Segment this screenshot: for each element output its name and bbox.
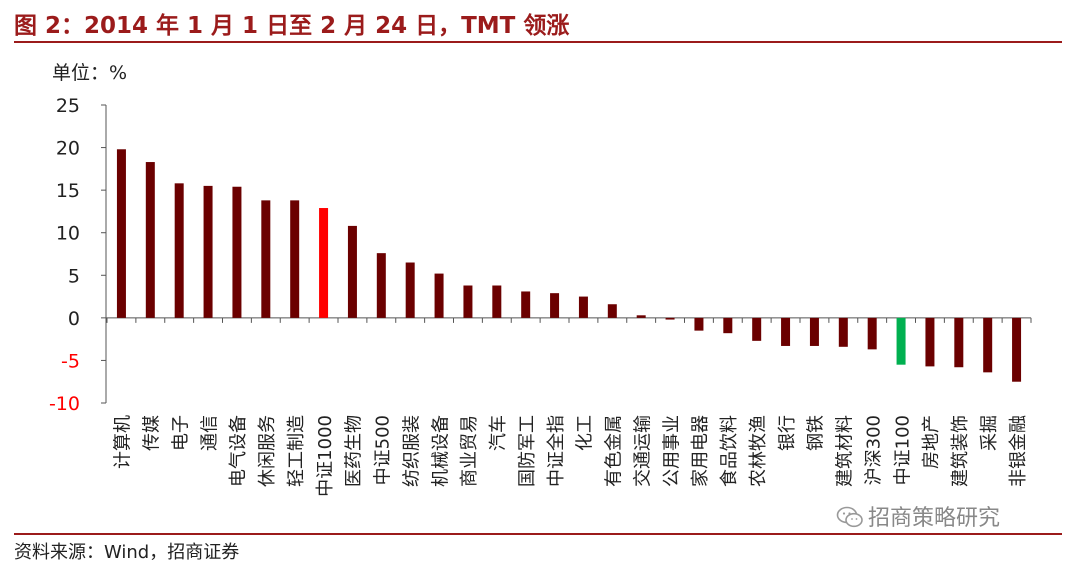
- bar: [983, 317, 993, 373]
- x-category-label: 汽车: [488, 415, 509, 451]
- bar: [405, 262, 415, 318]
- bar: [925, 317, 935, 367]
- x-category-label: 食品饮料: [719, 415, 740, 487]
- bar: [867, 317, 877, 350]
- bar: [550, 293, 560, 318]
- bar: [896, 317, 906, 365]
- bar: [434, 273, 444, 318]
- x-category-label: 中证1000: [315, 415, 336, 497]
- x-category-label: 非银金融: [1008, 415, 1029, 487]
- bar: [347, 225, 357, 318]
- x-category-label: 采掘: [979, 415, 1000, 451]
- x-category-label: 电子: [170, 415, 191, 451]
- x-category-label: 计算机: [113, 415, 134, 469]
- wechat-icon: [836, 506, 863, 528]
- x-category-label: 机械设备: [430, 415, 451, 487]
- bar: [261, 200, 271, 318]
- x-category-label: 有色金属: [604, 415, 625, 487]
- y-tick-label: 10: [56, 223, 80, 245]
- watermark-text: 招商策略研究: [868, 506, 1001, 531]
- x-category-label: 家用电器: [690, 415, 711, 487]
- bar: [809, 317, 819, 346]
- source-note: 资料来源：Wind，招商证券: [14, 542, 240, 563]
- x-category-label: 钢铁: [806, 415, 827, 451]
- bar: [752, 317, 762, 341]
- x-category-label: 公用事业: [661, 415, 682, 487]
- bar: [838, 317, 848, 347]
- x-category-label: 通信: [199, 415, 220, 451]
- y-tick-label: -10: [49, 393, 80, 415]
- y-tick-label: 0: [68, 308, 80, 330]
- x-category-label: 建筑材料: [835, 415, 856, 487]
- x-category-label: 商业贸易: [459, 415, 480, 487]
- bar: [665, 317, 675, 320]
- bar: [232, 186, 242, 318]
- unit-label: 单位：%: [52, 62, 128, 84]
- bar: [116, 149, 126, 318]
- watermark: 招商策略研究: [836, 500, 1000, 532]
- bar: [954, 317, 964, 368]
- x-category-label: 传媒: [142, 415, 163, 451]
- y-tick-label: 15: [56, 180, 80, 202]
- bar: [174, 183, 184, 318]
- bar: [492, 285, 502, 318]
- y-tick-label: 20: [56, 138, 80, 160]
- x-category-label: 医药生物: [344, 415, 365, 487]
- bar: [521, 291, 531, 318]
- y-tick-label: -5: [61, 350, 80, 372]
- x-category-label: 轻工制造: [286, 415, 307, 487]
- y-tick-label: 25: [56, 95, 80, 117]
- bar: [1012, 317, 1022, 382]
- bar: [145, 162, 155, 318]
- x-category-label: 电气设备: [228, 415, 249, 487]
- x-category-label: 交通运输: [632, 415, 653, 487]
- x-category-label: 休闲服务: [257, 415, 278, 487]
- x-category-label: 建筑装饰: [950, 415, 971, 487]
- x-category-label: 国防军工: [517, 415, 538, 487]
- chart-title: 图 2：2014 年 1 月 1 日至 2 月 24 日，TMT 领涨: [14, 13, 570, 39]
- bar: [578, 296, 588, 318]
- bar: [376, 253, 386, 318]
- x-category-label: 农林牧渔: [748, 415, 769, 487]
- bar: [203, 185, 213, 318]
- footer-divider: [14, 533, 1062, 535]
- bar: [607, 304, 617, 318]
- bar: [463, 285, 473, 318]
- x-category-label: 中证500: [373, 415, 394, 485]
- x-category-label: 化工: [575, 415, 596, 451]
- bar: [636, 315, 646, 318]
- title-divider: [14, 41, 1062, 43]
- x-category-label: 银行: [777, 415, 798, 451]
- x-category-label: 房地产: [921, 415, 942, 469]
- bar: [694, 317, 704, 331]
- x-category-label: 纺织服装: [401, 415, 422, 487]
- bar: [319, 208, 329, 318]
- x-category-label: 中证100: [892, 415, 913, 485]
- x-category-label: 沪深300: [863, 415, 884, 485]
- bar: [723, 317, 733, 334]
- y-tick-label: 5: [68, 265, 80, 287]
- bar: [290, 200, 300, 318]
- x-category-label: 中证全指: [546, 415, 567, 487]
- bar: [781, 317, 791, 346]
